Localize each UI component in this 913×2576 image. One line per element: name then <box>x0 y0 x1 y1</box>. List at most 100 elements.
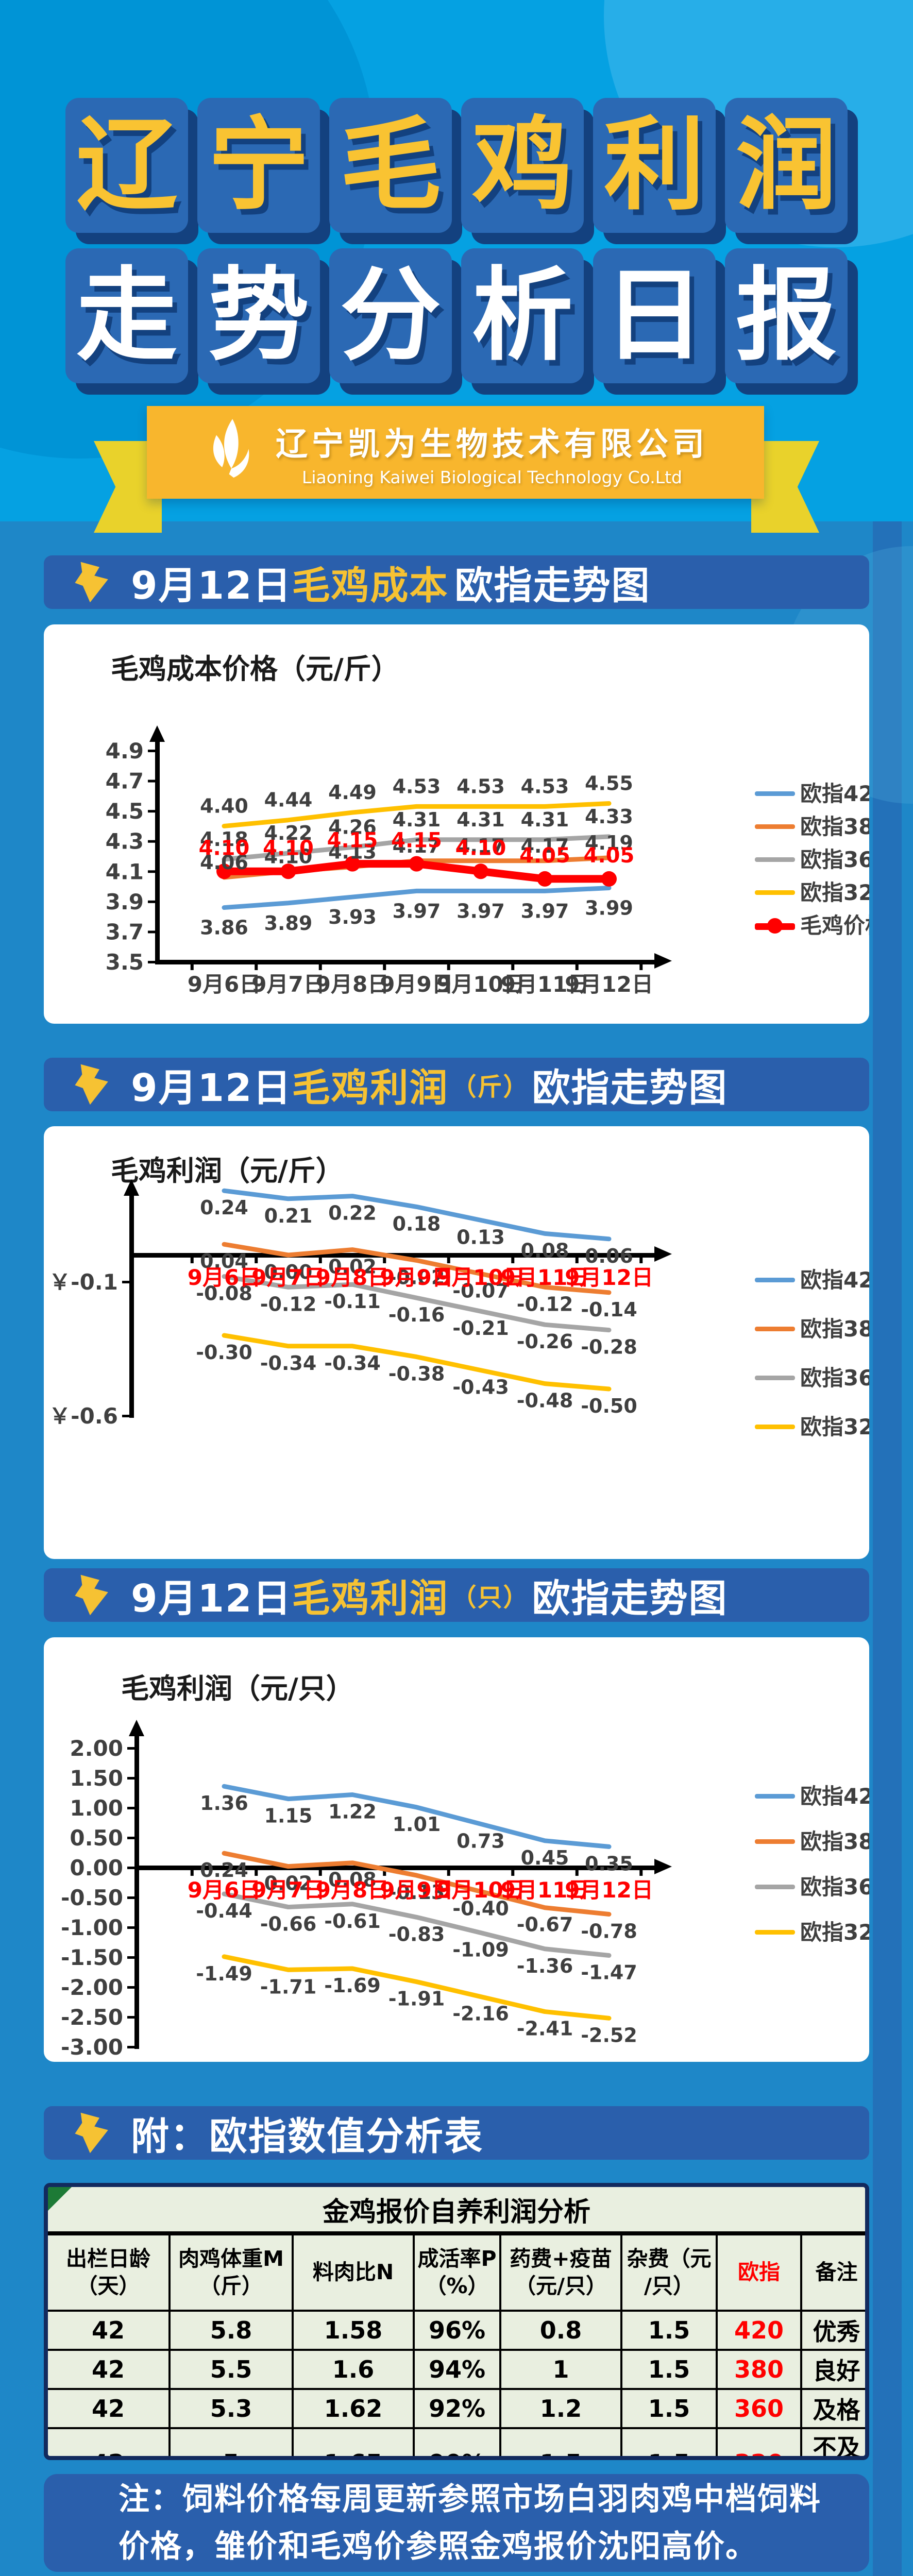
data-label: 1.01 <box>393 1813 441 1836</box>
table-cell: 5.3 <box>168 2388 294 2429</box>
data-label: 0.18 <box>393 1212 441 1235</box>
data-label: 4.26 <box>328 816 377 838</box>
arrow-down-right-icon <box>75 2112 108 2154</box>
data-label: 4.55 <box>585 772 633 794</box>
x-axis-line <box>155 960 654 964</box>
data-label: -0.11 <box>324 1290 381 1313</box>
legend-label: 欧指420 <box>800 1267 869 1293</box>
y-tick <box>148 749 155 752</box>
title-char: 鸡 <box>471 107 573 224</box>
data-label: 0.08 <box>521 1239 569 1262</box>
y-tick-label: 0.50 <box>70 1825 123 1851</box>
legend-item-欧指420: 欧指420 <box>755 1267 889 1293</box>
series-marker <box>216 863 232 879</box>
x-tick <box>255 1868 258 1876</box>
data-label: 4.17 <box>457 835 505 857</box>
profit-per-bird-chart-card: 毛鸡利润（元/只） 2.00 1.50 1.00 0.50 0.00 -0.50 -1.00 -… <box>44 1637 889 2062</box>
title-char-tile: 宁 <box>197 98 320 233</box>
data-label: -0.48 <box>517 1389 573 1412</box>
table-row: 42 5.8 1.58 96% 0.8 1.5 420 优秀 <box>48 2310 865 2351</box>
legend-swatch <box>755 1278 795 1282</box>
legend-swatch <box>755 1327 795 1331</box>
data-label: -0.12 <box>260 1293 317 1315</box>
table-cell: 1.5 <box>620 2427 718 2456</box>
company-name-cn: 辽宁凯为生物技术有限公司 <box>275 425 708 463</box>
data-label: -0.21 <box>452 1317 509 1340</box>
table-cell: 42 <box>48 2310 171 2351</box>
x-category-label: 9月7日 <box>251 1877 325 1903</box>
title-char: 毛 <box>340 107 441 224</box>
y-tick <box>127 1747 134 1750</box>
data-label: 4.10 <box>199 836 250 860</box>
x-category-label: 9月11日 <box>501 1265 589 1290</box>
data-label: 4.17 <box>521 835 569 857</box>
data-label: -0.50 <box>581 1395 637 1417</box>
y-tick <box>148 870 155 873</box>
x-category-label: 9月10日 <box>436 972 525 997</box>
section-highlight: 毛鸡利润 <box>292 1576 449 1621</box>
data-label: 0.06 <box>585 1245 633 1267</box>
x-tick <box>190 1255 194 1263</box>
series-line-欧指360 <box>222 1274 612 1333</box>
x-tick <box>318 1868 322 1876</box>
data-label: -0.16 <box>388 1303 445 1326</box>
company-name-block: 辽宁凯为生物技术有限公司 Liaoning Kaiwei Biological … <box>276 418 708 487</box>
x-category-label: 9月11日 <box>501 972 589 997</box>
profit-analysis-table: 出栏日龄 （天） 肉鸡体重M （斤） 料肉比N 成活率P （%） 药费+疫苗 （元/只）… <box>48 2233 865 2456</box>
y-tick <box>127 1777 134 1780</box>
table-cell: 420 <box>716 2310 802 2351</box>
title-char-tile: 势 <box>197 248 320 383</box>
legend-item-欧指420: 欧指420 <box>755 1784 889 1809</box>
legend-label: 欧指380 <box>800 1829 869 1854</box>
section-suffix: 欧指走势图 <box>454 563 651 608</box>
x-tick <box>447 1868 450 1876</box>
table-cell: 5 <box>168 2427 294 2456</box>
series-marker <box>601 871 617 887</box>
x-category-label: 9月12日 <box>565 1265 653 1290</box>
title-char-tile: 报 <box>725 248 848 383</box>
data-label: 3.97 <box>393 900 441 922</box>
x-tick <box>575 962 579 970</box>
x-tick <box>639 962 643 970</box>
title-char-tile: 走 <box>65 248 188 383</box>
y-tick-label: 0.00 <box>70 1855 123 1880</box>
data-label: 4.44 <box>264 789 313 811</box>
data-label: 4.15 <box>391 829 442 853</box>
data-label: 4.40 <box>200 794 248 817</box>
x-tick <box>511 962 515 970</box>
data-label: 0.13 <box>457 1226 505 1248</box>
y-tick-label: -0.50 <box>61 1885 123 1910</box>
chart-title: 毛鸡成本价格（元/斤） <box>111 653 399 685</box>
y-tick <box>127 1926 134 1929</box>
x-tick <box>575 1255 579 1263</box>
decor-right-band <box>873 521 902 2576</box>
table-row: 4251.6590%1.51.5320不及格 <box>48 2427 865 2456</box>
data-label: 0.02 <box>264 1872 313 1895</box>
x-axis-arrow <box>654 953 672 969</box>
legend-item-欧指320: 欧指320 <box>755 880 889 905</box>
legend-label: 欧指360 <box>800 847 869 872</box>
y-axis-line <box>129 1196 134 1418</box>
section-unit: （只） <box>451 1583 529 1612</box>
y-tick-label: ￥-0.1 <box>49 1269 118 1295</box>
table-cell: 1 <box>499 2349 622 2390</box>
legend-item-欧指320: 欧指320 <box>755 1414 889 1439</box>
y-tick-label: 4.3 <box>106 829 144 854</box>
data-label: 4.10 <box>455 836 506 860</box>
legend-label: 欧指320 <box>800 1414 869 1439</box>
title-char: 润 <box>735 107 837 224</box>
data-label: 0.02 <box>328 1256 377 1278</box>
data-label: 4.53 <box>457 775 505 798</box>
data-label: 0.08 <box>328 1869 377 1891</box>
y-tick <box>122 1415 129 1417</box>
data-label: -0.67 <box>517 1913 573 1936</box>
data-label: 4.17 <box>393 835 441 857</box>
y-tick-label: 1.00 <box>70 1795 123 1821</box>
y-tick <box>148 779 155 783</box>
data-label: 1.22 <box>328 1800 377 1823</box>
data-label: 4.05 <box>519 844 570 868</box>
data-label: -2.41 <box>517 2018 573 2040</box>
title-char-tile: 析 <box>461 248 584 383</box>
data-label: 4.31 <box>521 808 569 831</box>
